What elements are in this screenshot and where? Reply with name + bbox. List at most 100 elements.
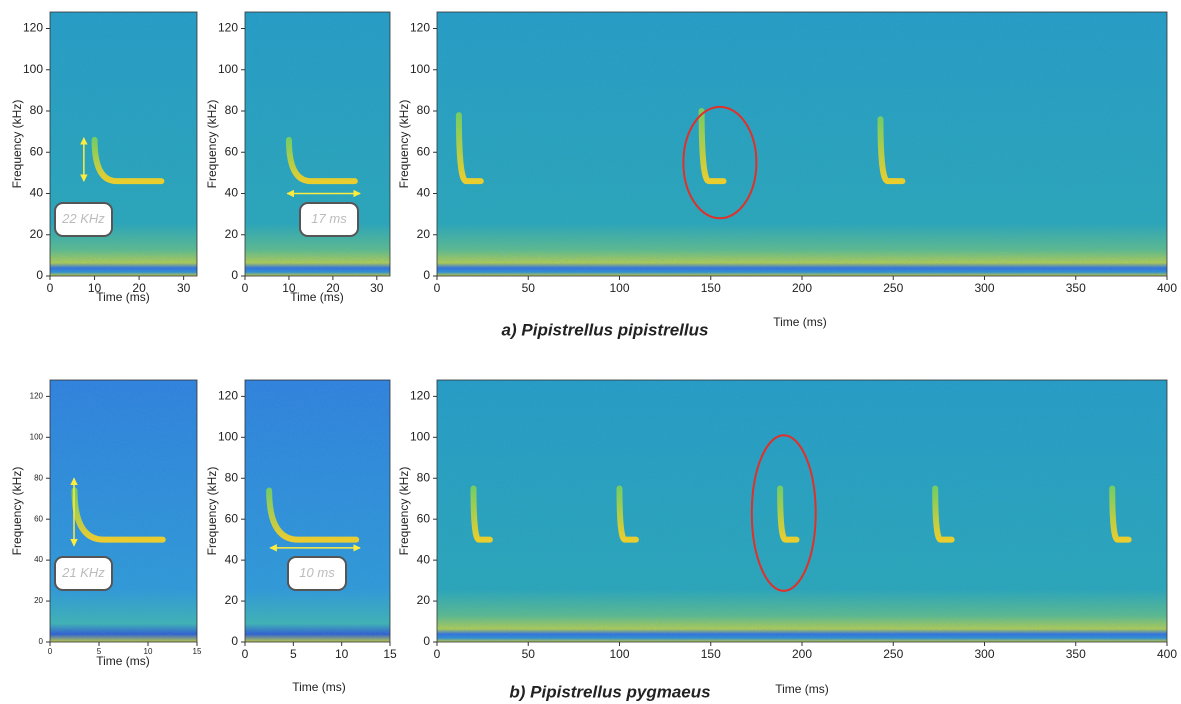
y-tick-label: 60 (225, 511, 239, 525)
plot-frame (244, 11, 391, 277)
y-tick-label: 40 (225, 552, 239, 566)
y-tick-label: 0 (231, 268, 238, 282)
x-tick-label: 15 (383, 647, 397, 661)
spectrogram-panel: 21 KHz 0 20 40 60 80 100 120 0 5 10 15 Time (ms) Freq… (10, 379, 202, 668)
y-tick-label: 120 (30, 391, 44, 400)
x-tick-label: 250 (883, 647, 903, 661)
y-tick-label: 120 (410, 21, 430, 35)
x-tick-label: 10 (282, 281, 296, 295)
x-tick-label: 400 (1157, 647, 1177, 661)
x-tick-label: 300 (974, 647, 994, 661)
call (698, 108, 727, 185)
y-tick-label: 80 (225, 470, 239, 484)
y-tick-label: 60 (417, 144, 431, 158)
x-tick-label: 20 (132, 281, 146, 295)
y-tick-label: 40 (30, 186, 44, 200)
caption: a) Pipistrellus pipistrellus (502, 320, 709, 339)
annotation-text: 10 ms (299, 565, 335, 580)
x-tick-label: 200 (792, 647, 812, 661)
x-axis-label: Time (ms) (292, 680, 346, 694)
x-axis-label: Time (ms) (96, 290, 150, 304)
call (877, 116, 906, 185)
x-tick-label: 350 (1066, 647, 1086, 661)
y-tick-label: 60 (34, 514, 43, 523)
x-axis-label: Time (ms) (96, 654, 150, 668)
y-tick-label: 40 (34, 555, 43, 564)
highlight-ellipse (682, 105, 758, 220)
call (1109, 485, 1132, 543)
call (455, 112, 484, 185)
spectrogram-noise (437, 380, 1167, 642)
x-tick-label: 250 (883, 281, 903, 295)
call (777, 485, 800, 543)
x-tick-label: 400 (1157, 281, 1177, 295)
caption: b) Pipistrellus pygmaeus (509, 682, 710, 701)
y-tick-label: 80 (417, 470, 431, 484)
plot-frame (436, 11, 1168, 277)
x-tick-label: 0 (242, 647, 249, 661)
x-tick-label: 30 (177, 281, 191, 295)
spectrogram-noise (437, 12, 1167, 276)
y-tick-label: 20 (417, 593, 431, 607)
x-tick-label: 0 (48, 647, 53, 656)
y-tick-label: 100 (218, 62, 238, 76)
call (616, 485, 639, 543)
y-tick-label: 60 (30, 144, 44, 158)
x-tick-label: 20 (326, 281, 340, 295)
x-axis-label: Time (ms) (773, 315, 827, 329)
call (91, 136, 165, 185)
x-tick-label: 100 (609, 281, 629, 295)
annotation-text: 22 KHz (61, 211, 105, 226)
x-tick-label: 10 (144, 647, 153, 656)
y-tick-label: 0 (231, 634, 238, 648)
spectrogram-panel: 17 ms 0 20 40 60 80 100 120 0 10 20 30 Time (ms) Freq… (205, 11, 391, 304)
y-axis-label: Frequency (kHz) (205, 467, 219, 556)
y-axis-label: Frequency (kHz) (397, 100, 411, 189)
x-axis-label: Time (ms) (775, 682, 829, 696)
y-tick-label: 60 (417, 511, 431, 525)
y-tick-label: 120 (218, 21, 238, 35)
y-tick-label: 20 (225, 227, 239, 241)
x-tick-label: 200 (792, 281, 812, 295)
call (285, 136, 358, 185)
x-tick-label: 300 (974, 281, 994, 295)
y-tick-label: 20 (417, 227, 431, 241)
y-axis-label: Frequency (kHz) (10, 467, 24, 556)
x-tick-label: 15 (193, 647, 202, 656)
x-axis-label: Time (ms) (290, 290, 344, 304)
y-axis-label: Frequency (kHz) (205, 100, 219, 189)
x-tick-label: 30 (370, 281, 384, 295)
x-tick-label: 0 (434, 281, 441, 295)
y-tick-label: 100 (23, 62, 43, 76)
y-tick-label: 120 (218, 389, 238, 403)
y-tick-label: 20 (225, 593, 239, 607)
y-tick-label: 20 (30, 227, 44, 241)
y-tick-label: 100 (218, 429, 238, 443)
x-tick-label: 350 (1066, 281, 1086, 295)
x-tick-label: 5 (290, 647, 297, 661)
y-tick-label: 100 (30, 432, 44, 441)
x-tick-label: 0 (434, 647, 441, 661)
call (266, 487, 360, 543)
annotation-box (54, 556, 113, 591)
y-tick-label: 20 (34, 596, 43, 605)
spectrogram-noise (245, 380, 390, 642)
spectrogram-noise (50, 380, 197, 642)
plot-frame (436, 379, 1168, 643)
y-tick-label: 80 (34, 473, 43, 482)
x-tick-label: 0 (242, 281, 249, 295)
plot-frame (49, 379, 198, 643)
y-axis-label: Frequency (kHz) (10, 100, 24, 189)
spectrogram-panel: 22 KHz 0 20 40 60 80 100 120 0 10 20 30 Time (ms) Fre… (10, 11, 198, 304)
x-tick-label: 100 (609, 647, 629, 661)
highlight-ellipse (750, 434, 817, 592)
spectrogram-panel: 0 20 40 60 80 100 120 0 50 100 150 200 250 300 350 400 T… (397, 379, 1177, 696)
plot-frame (49, 11, 198, 277)
x-tick-label: 10 (335, 647, 349, 661)
x-tick-label: 5 (97, 647, 102, 656)
annotation-box (54, 202, 113, 237)
y-tick-label: 120 (410, 389, 430, 403)
x-tick-label: 150 (701, 281, 721, 295)
y-tick-label: 80 (225, 103, 239, 117)
